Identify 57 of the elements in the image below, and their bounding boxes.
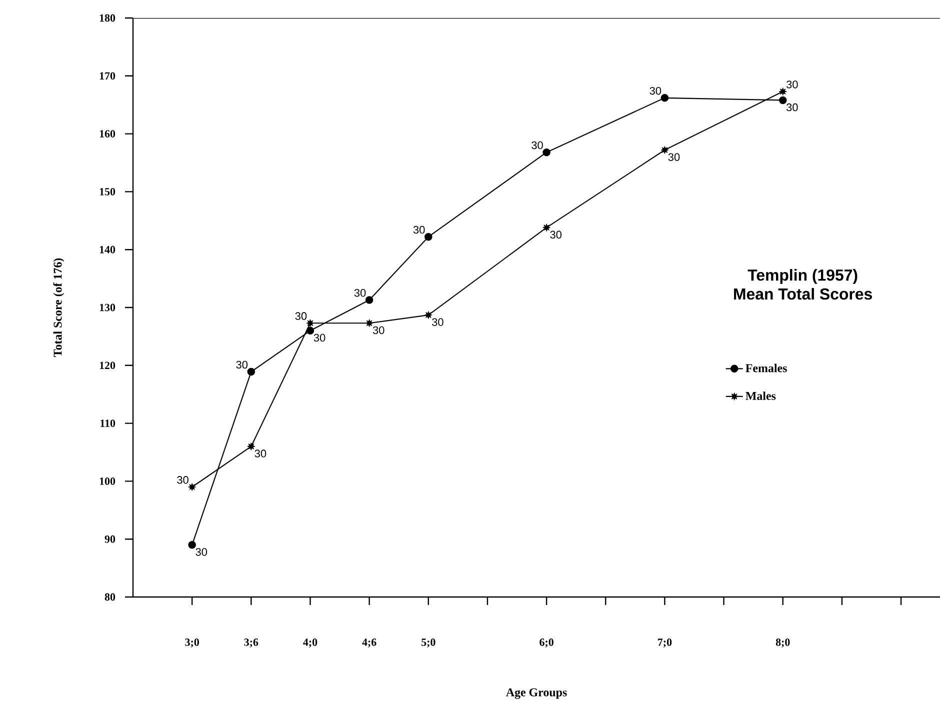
annotation: 30 bbox=[254, 450, 266, 458]
point bbox=[778, 96, 787, 104]
legend-label: Males bbox=[746, 392, 776, 400]
annotation: 30 bbox=[786, 80, 798, 88]
x-tick-label: 8;0 bbox=[776, 638, 790, 648]
point bbox=[306, 319, 314, 328]
point bbox=[306, 326, 314, 335]
point bbox=[365, 296, 374, 304]
y-tick-label: 90 bbox=[104, 535, 116, 543]
x-tick-label: 4;0 bbox=[303, 638, 318, 648]
point bbox=[778, 88, 787, 96]
point bbox=[188, 483, 196, 491]
point bbox=[247, 368, 256, 376]
y-tick-label: 150 bbox=[100, 188, 116, 196]
point bbox=[365, 319, 374, 328]
x-tick-label: 3;0 bbox=[185, 638, 199, 648]
x-tick-label: 7;0 bbox=[658, 638, 672, 648]
y-axis-title: Total Score (of 176) bbox=[53, 258, 64, 357]
point bbox=[542, 148, 550, 156]
text: Templin (1957) bbox=[748, 269, 858, 284]
point bbox=[424, 232, 432, 241]
annotation: 30 bbox=[550, 230, 562, 239]
y-tick-label: 100 bbox=[100, 478, 116, 485]
annotation: 30 bbox=[650, 86, 662, 95]
point bbox=[542, 224, 550, 232]
annotation: 30 bbox=[196, 548, 208, 556]
x-tick-label: 6;0 bbox=[540, 638, 554, 648]
y-tick-label: 180 bbox=[100, 14, 116, 22]
y-tick-label: 130 bbox=[100, 304, 116, 312]
point bbox=[188, 541, 196, 549]
y-tick-label: 110 bbox=[100, 420, 116, 427]
point bbox=[660, 146, 669, 154]
annotation: 30 bbox=[668, 153, 680, 161]
point bbox=[247, 442, 256, 450]
x-tick-label: 4;6 bbox=[362, 638, 376, 648]
legend-label: Females bbox=[746, 364, 787, 372]
y-tick-label: 140 bbox=[100, 246, 116, 254]
y-tick-label: 170 bbox=[100, 72, 116, 80]
point bbox=[424, 311, 432, 319]
annotation: 30 bbox=[354, 289, 366, 297]
annotation: 30 bbox=[413, 226, 425, 234]
x-tick-label: 3;6 bbox=[244, 638, 258, 648]
annotation: 30 bbox=[532, 141, 543, 150]
annotation: 30 bbox=[177, 476, 188, 484]
text: Mean Total Scores bbox=[734, 288, 872, 300]
annotation: 30 bbox=[432, 318, 444, 326]
x-axis-title: Age Groups bbox=[506, 688, 567, 699]
annotation: 30 bbox=[786, 103, 798, 112]
point bbox=[660, 94, 669, 102]
y-tick-label: 120 bbox=[100, 362, 116, 370]
y-tick-label: 80 bbox=[104, 593, 116, 601]
annotation: 30 bbox=[372, 326, 384, 334]
annotation: 30 bbox=[314, 334, 326, 342]
x-tick-label: 5;0 bbox=[422, 638, 436, 648]
y-tick-label: 160 bbox=[100, 130, 116, 138]
annotation: 30 bbox=[295, 312, 307, 320]
annotation: 30 bbox=[236, 360, 248, 369]
